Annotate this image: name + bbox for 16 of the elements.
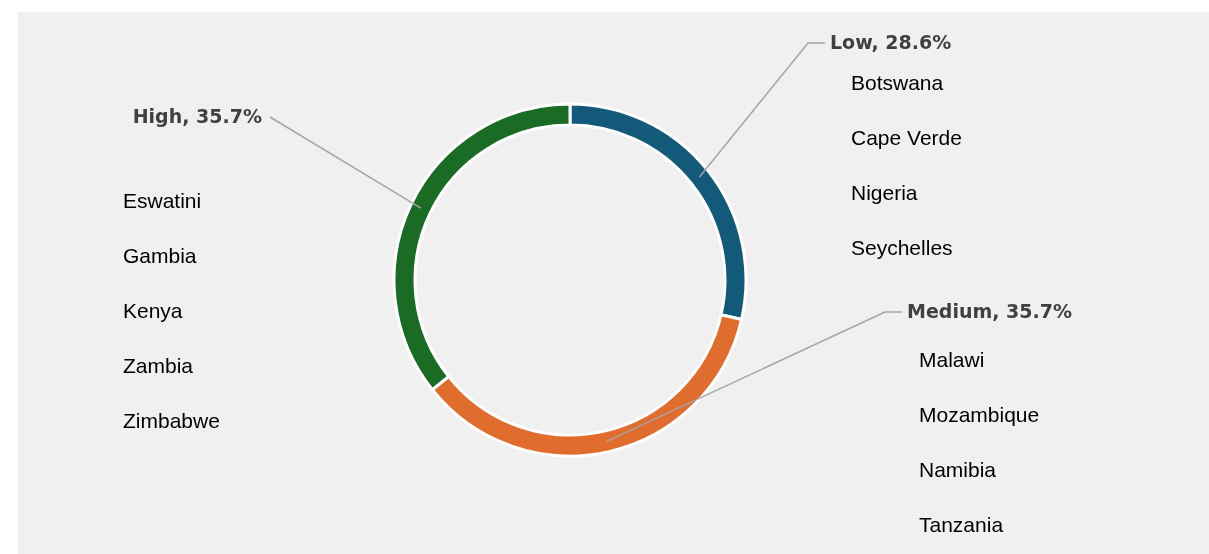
- text: Gambia: [123, 243, 197, 267]
- text: Mozambique: [919, 402, 1040, 426]
- text: Namibia: [919, 457, 997, 481]
- text: Eswatini: [123, 188, 202, 212]
- text: Kenya: [123, 298, 183, 322]
- text: Cape Verde: [851, 125, 962, 149]
- slice-label: Medium, 35.7%: [907, 299, 1072, 322]
- text: Zimbabwe: [123, 408, 220, 432]
- text: Botswana: [851, 70, 944, 94]
- text: Tanzania: [919, 512, 1004, 536]
- text: Seychelles: [851, 235, 953, 259]
- slice-label: High, 35.7%: [132, 104, 262, 127]
- text: Nigeria: [851, 180, 918, 204]
- slice-label: Low, 28.6%: [830, 30, 952, 53]
- text: Zambia: [123, 353, 194, 377]
- text: Malawi: [919, 347, 985, 371]
